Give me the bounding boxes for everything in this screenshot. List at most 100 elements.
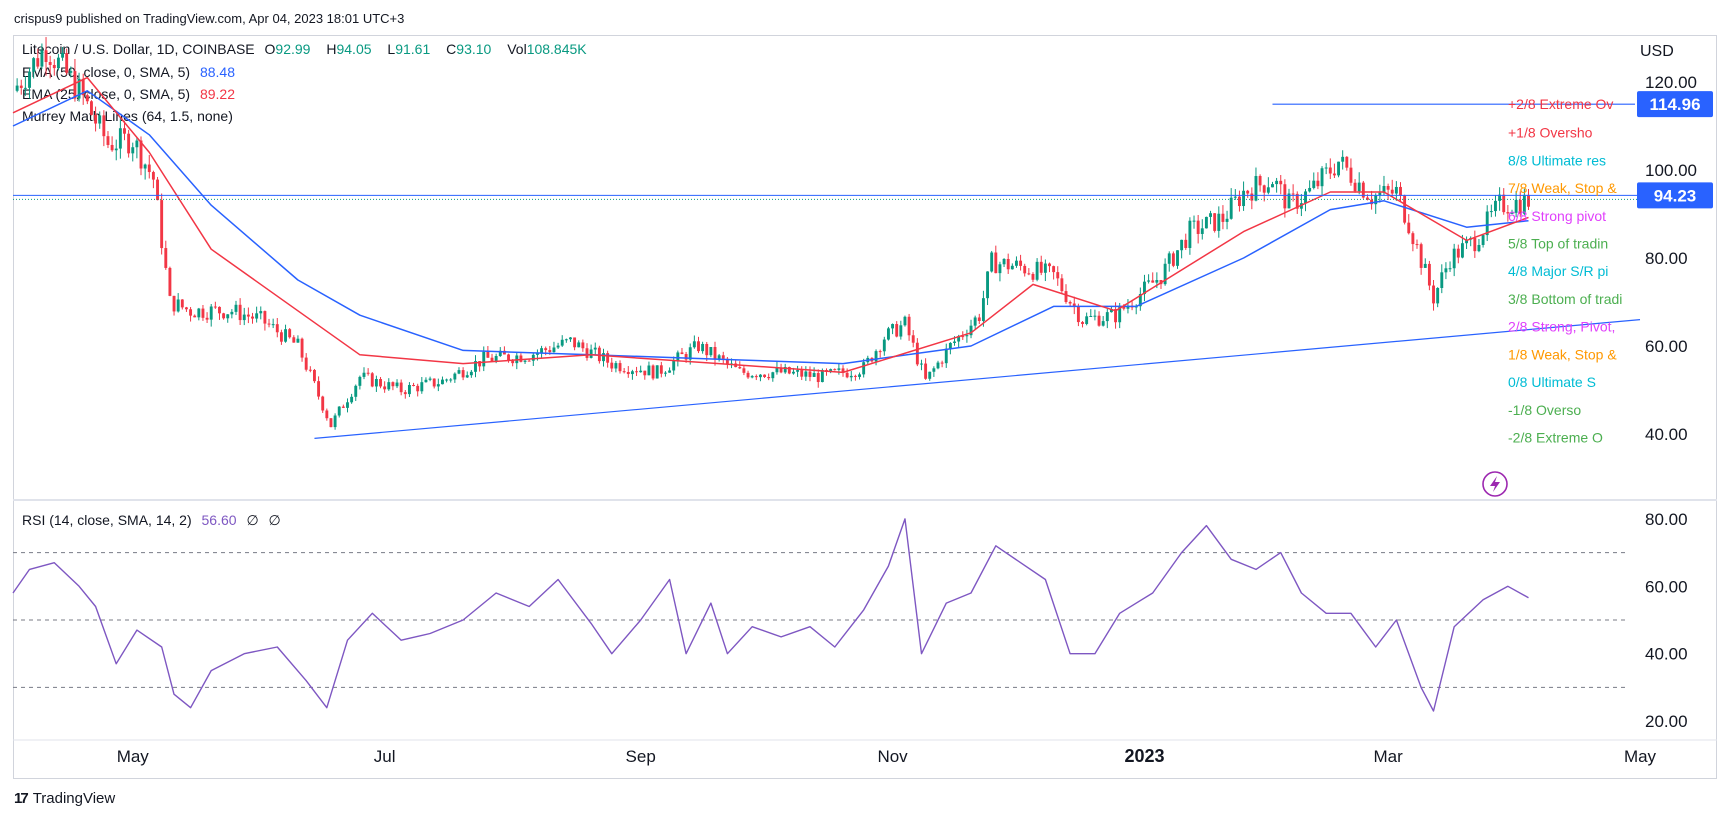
rsi-line[interactable] — [12, 518, 1529, 712]
candle — [1341, 150, 1345, 170]
candle — [787, 366, 791, 375]
candle-body — [1015, 260, 1018, 266]
ema50-legend[interactable]: EMA (50, close, 0, SMA, 5) 88.48 — [22, 64, 241, 80]
candle — [593, 342, 597, 356]
candle-body — [721, 355, 725, 359]
ema25-legend[interactable]: EMA (25, close, 0, SMA, 5) 89.22 — [22, 86, 241, 102]
candle — [259, 306, 263, 320]
candle — [602, 348, 605, 367]
candle-body — [1093, 315, 1097, 317]
murrey-label: 2/8 Strong, Pivot, — [1508, 319, 1615, 335]
tradingview-brand[interactable]: 17 TradingView — [14, 790, 115, 807]
symbol-title[interactable]: Litecoin / U.S. Dollar, 1D, COINBASE — [22, 41, 255, 57]
candle-body — [1043, 263, 1047, 273]
candle-body — [379, 379, 382, 387]
murrey-label: 0/8 Ultimate S — [1508, 374, 1596, 390]
candle-body — [267, 323, 271, 325]
candle-body — [1200, 228, 1204, 234]
candle — [1089, 309, 1093, 317]
candle-body — [1361, 182, 1365, 198]
candle — [833, 368, 837, 371]
candle — [1390, 179, 1394, 197]
murrey-legend[interactable]: Murrey Math Lines (64, 1.5, none) — [22, 108, 239, 124]
candle — [1308, 180, 1312, 193]
candle — [1213, 213, 1217, 233]
candle — [845, 368, 849, 379]
candle — [300, 337, 304, 362]
candle-body — [441, 379, 444, 385]
candle-body — [664, 372, 667, 374]
rsi-extra-2: ∅ — [268, 512, 281, 528]
candle-body — [457, 370, 461, 374]
support-trendline[interactable] — [314, 319, 1641, 439]
candle — [1465, 236, 1469, 250]
rsi-legend[interactable]: RSI (14, close, SMA, 14, 2) 56.60 ∅ ∅ — [22, 512, 287, 529]
candle-body — [1506, 212, 1510, 214]
candle-body — [973, 317, 977, 326]
candle-body — [209, 306, 213, 320]
candle — [284, 324, 287, 343]
candle — [449, 378, 453, 383]
candle — [924, 358, 928, 380]
candle-body — [1060, 278, 1064, 292]
candle-body — [713, 347, 717, 360]
time-axis-tick: Sep — [626, 747, 656, 766]
candle — [858, 372, 861, 380]
ema25-line[interactable] — [12, 76, 1529, 374]
candle — [189, 307, 193, 322]
candle — [651, 364, 655, 381]
price-axis-tick: 120.00 — [1645, 73, 1697, 92]
candle — [1085, 312, 1089, 326]
candle — [77, 72, 81, 102]
candle-body — [907, 316, 911, 336]
candle-body — [1188, 220, 1192, 248]
candle-body — [1246, 190, 1250, 194]
flash-icon[interactable] — [1482, 471, 1508, 497]
ema50-line[interactable] — [12, 90, 1529, 365]
candle-body — [218, 306, 221, 314]
candle-body — [1262, 185, 1266, 193]
candle-body — [853, 375, 857, 377]
candle-body — [882, 339, 886, 352]
ema50-value: 88.48 — [199, 64, 235, 80]
candle — [127, 129, 131, 158]
candle-body — [1494, 200, 1497, 212]
candle-body — [19, 85, 23, 88]
candle — [1481, 233, 1485, 248]
candle-body — [775, 367, 779, 373]
candle — [1068, 300, 1072, 307]
candle — [399, 379, 403, 396]
price-axis-label[interactable]: 94.23 — [1637, 182, 1713, 209]
candle — [1221, 205, 1225, 230]
rsi-value: 56.60 — [201, 512, 237, 528]
candle-body — [1518, 199, 1522, 214]
candle-body — [936, 362, 940, 369]
candle — [1002, 258, 1006, 268]
candle-body — [953, 341, 956, 343]
price-axis-label[interactable]: 114.96 — [1637, 91, 1713, 118]
candle-body — [1048, 263, 1051, 267]
candle-body — [1204, 216, 1208, 229]
candle — [796, 365, 800, 377]
candle-body — [358, 376, 362, 386]
candle — [1151, 272, 1155, 283]
candle-body — [1147, 280, 1151, 282]
candle-body — [635, 371, 638, 373]
candle — [1081, 320, 1084, 328]
candle-body — [1514, 199, 1518, 213]
candle-body — [717, 355, 721, 360]
rsi-axis-tick: 80.00 — [1645, 510, 1688, 529]
candle-body — [255, 313, 259, 319]
candle — [395, 379, 399, 389]
murrey-label: +2/8 Extreme Ov — [1508, 96, 1613, 112]
candle — [1489, 204, 1493, 218]
candle — [540, 345, 544, 358]
candle-body — [659, 365, 663, 374]
candle-body — [986, 271, 989, 299]
candle-body — [1283, 184, 1287, 209]
murrey-label: 3/8 Bottom of tradi — [1508, 291, 1622, 307]
candle-body — [1485, 211, 1489, 236]
candle — [313, 368, 316, 384]
candle — [1271, 181, 1274, 188]
